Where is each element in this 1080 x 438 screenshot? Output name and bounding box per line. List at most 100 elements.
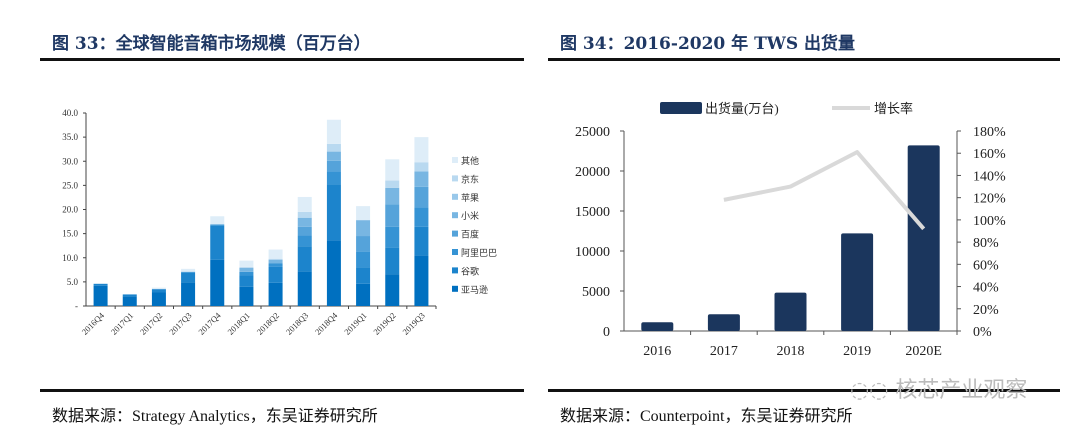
bar-segment-小米 xyxy=(385,187,400,205)
legend-label: 京东 xyxy=(461,173,479,184)
bar-segment-阿里巴巴 xyxy=(326,171,341,185)
bar-segment-百度 xyxy=(414,186,429,208)
bar-segment-阿里巴巴 xyxy=(239,271,254,276)
shipment-bar xyxy=(707,314,740,331)
legend-label: 谷歌 xyxy=(461,265,479,276)
bar-segment-其他 xyxy=(356,206,371,221)
bar-segment-京东 xyxy=(414,162,429,172)
shipment-bar xyxy=(907,145,940,331)
y-tick-label: 25000 xyxy=(575,125,610,140)
bar-segment-阿里巴巴 xyxy=(356,251,371,268)
x-tick-label: 2020E xyxy=(905,344,942,359)
bar-segment-其他 xyxy=(326,119,341,144)
bar-segment-亚马逊 xyxy=(268,282,283,306)
y2-tick-label: 60% xyxy=(973,258,999,273)
watermark-text: 核芯产业观察 xyxy=(895,378,1028,403)
right-title-rule xyxy=(548,58,1060,61)
bar-segment-阿里巴巴 xyxy=(210,224,225,226)
bar-segment-小米 xyxy=(268,259,283,264)
bar-segment-阿里巴巴 xyxy=(414,207,429,227)
y2-tick-label: 120% xyxy=(973,192,1006,207)
right-source-rule xyxy=(548,389,1060,392)
legend-swatch xyxy=(452,285,458,292)
y2-tick-label: 180% xyxy=(973,125,1006,140)
legend-swatch xyxy=(452,267,458,274)
bar-segment-谷歌 xyxy=(326,184,341,241)
legend-swatch xyxy=(452,157,458,163)
y2-tick-label: 160% xyxy=(973,147,1006,162)
y-tick-label: - xyxy=(75,301,78,311)
y-tick-label: 5.0 xyxy=(67,277,79,287)
bar-segment-百度 xyxy=(326,160,341,172)
bar-segment-谷歌 xyxy=(268,266,283,283)
bar-segment-小米 xyxy=(414,171,429,187)
legend-line-label: 增长率 xyxy=(874,101,913,116)
bar-segment-亚马逊 xyxy=(297,271,312,306)
y-tick-label: 25.0 xyxy=(62,180,78,190)
wechat-icon: ◌◌ xyxy=(850,378,896,403)
left-source-rule xyxy=(40,389,524,392)
bar-segment-亚马逊 xyxy=(122,296,137,306)
bar-segment-百度 xyxy=(356,236,371,252)
shipment-bar xyxy=(841,233,874,331)
bar-segment-谷歌 xyxy=(297,246,312,272)
bar-segment-小米 xyxy=(356,220,371,237)
legend-label: 阿里巴巴 xyxy=(461,248,497,258)
bar-segment-其他 xyxy=(210,216,225,225)
bar-segment-谷歌 xyxy=(122,294,137,297)
y2-tick-label: 140% xyxy=(973,169,1006,184)
bar-segment-亚马逊 xyxy=(414,255,429,306)
bar-segment-亚马逊 xyxy=(210,259,225,306)
bar-segment-其他 xyxy=(268,249,283,259)
watermark: ◌◌ 核芯产业观察 xyxy=(850,372,1027,404)
growth-rate-line xyxy=(723,150,926,231)
x-tick-label: 2019 xyxy=(843,344,871,359)
right-source-note: 数据来源：Counterpoint，东吴证券研究所 xyxy=(560,408,853,425)
y-tick-label: 5000 xyxy=(582,285,610,300)
bar-segment-京东 xyxy=(385,180,400,188)
legend-label: 亚马逊 xyxy=(461,285,488,295)
bar-segment-谷歌 xyxy=(385,247,400,275)
y2-tick-label: 40% xyxy=(973,281,999,296)
y2-tick-label: 100% xyxy=(973,214,1006,229)
bar-segment-阿里巴巴 xyxy=(181,271,196,273)
bar-segment-京东 xyxy=(297,211,312,218)
bar-segment-小米 xyxy=(326,151,341,161)
bar-segment-谷歌 xyxy=(356,267,371,284)
x-tick-label: 2016 xyxy=(643,344,671,359)
legend-swatch xyxy=(452,193,458,200)
legend-label: 小米 xyxy=(461,210,479,221)
tws-shipment-chart: 0 5000 10000 15000 20000 25000 0% 20% 40% 60% 80% 1… xyxy=(575,101,1006,359)
bar-segment-百度 xyxy=(385,204,400,227)
legend-swatch xyxy=(452,230,458,237)
bar-segment-谷歌 xyxy=(181,272,196,283)
bar-segment-京东 xyxy=(326,143,341,152)
y-tick-label: 0 xyxy=(603,325,610,340)
legend-swatch xyxy=(452,175,458,182)
shipment-bar xyxy=(774,292,807,331)
y-tick-label: 20.0 xyxy=(62,205,78,215)
legend-bar-label: 出货量(万台) xyxy=(705,101,779,116)
y-tick-label: 30.0 xyxy=(62,156,78,166)
y2-tick-label: 0% xyxy=(973,325,992,340)
y-tick-label: 15.0 xyxy=(62,229,78,239)
legend-bar-swatch xyxy=(660,102,702,114)
bar-segment-其他 xyxy=(181,268,196,272)
y-tick-label: 10000 xyxy=(575,245,610,260)
bar-segment-谷歌 xyxy=(93,283,108,286)
bar-segment-亚马逊 xyxy=(181,282,196,306)
y2-tick-label: 20% xyxy=(973,303,999,318)
legend-label: 苹果 xyxy=(461,192,479,203)
legend-label: 其他 xyxy=(461,155,479,166)
x-tick-label: 2018 xyxy=(777,344,805,359)
bar-segment-阿里巴巴 xyxy=(385,226,400,248)
bar-segment-其他 xyxy=(414,137,429,163)
bar-segment-亚马逊 xyxy=(93,285,108,306)
bar-segment-小米 xyxy=(239,267,254,272)
bar-segment-其他 xyxy=(151,287,166,290)
bar-segment-亚马逊 xyxy=(385,274,400,306)
bar-segment-谷歌 xyxy=(414,226,429,256)
y-tick-label: 20000 xyxy=(575,165,610,180)
x-tick-label: 2017 xyxy=(710,344,738,359)
